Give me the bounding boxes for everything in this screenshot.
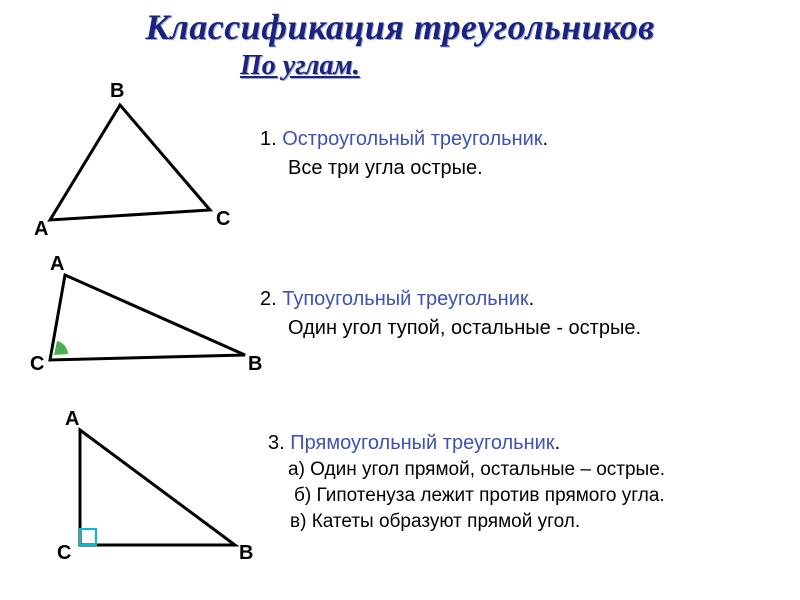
desc-block-3: 3. Прямоугольный треугольник. а) Один уг… bbox=[268, 432, 798, 533]
vertex-label-B-1: B bbox=[110, 80, 124, 103]
type-name-1: Остроугольный треугольник bbox=[282, 128, 542, 150]
subtitle-dot: . bbox=[353, 50, 360, 81]
desc-index-3: 3. bbox=[268, 432, 285, 454]
vertex-label-A-1: A bbox=[34, 218, 48, 241]
desc-block-2: 2. Тупоугольный треугольник. Один угол т… bbox=[260, 288, 780, 340]
desc-index-1: 1. bbox=[260, 128, 277, 150]
desc-index-2: 2. bbox=[260, 288, 277, 310]
desc-body-2: Один угол тупой, остальные - острые. bbox=[288, 317, 780, 340]
triangle-acute-shape bbox=[50, 105, 210, 220]
diagram-obtuse: A C B bbox=[10, 255, 270, 375]
diagram-acute: A B C bbox=[20, 80, 240, 240]
desc-block-1: 1. Остроугольный треугольник. Все три уг… bbox=[260, 128, 780, 180]
page: Классификация треугольников По углам. A … bbox=[0, 0, 800, 600]
type-dot-3: . bbox=[555, 432, 561, 454]
triangle-right-shape bbox=[80, 430, 235, 545]
page-title: Классификация треугольников bbox=[0, 6, 800, 48]
desc-head-2: 2. Тупоугольный треугольник. bbox=[260, 288, 780, 311]
vertex-label-C-1: C bbox=[216, 208, 230, 231]
vertex-label-B-2: B bbox=[248, 353, 262, 376]
type-dot-1: . bbox=[543, 128, 549, 150]
desc-head-3: 3. Прямоугольный треугольник. bbox=[268, 432, 798, 455]
desc-sub-3a: а) Один угол прямой, остальные – острые. bbox=[288, 459, 798, 481]
desc-sub-3c: в) Катеты образуют прямой угол. bbox=[290, 511, 798, 533]
page-subtitle: По углам. bbox=[240, 50, 360, 82]
desc-body-1: Все три угла острые. bbox=[288, 157, 780, 180]
vertex-label-A-2: A bbox=[50, 253, 64, 276]
type-name-3: Прямоугольный треугольник bbox=[290, 432, 554, 454]
triangle-obtuse-shape bbox=[50, 275, 245, 360]
angle-marker-obtuse bbox=[54, 341, 68, 355]
desc-sub-3b: б) Гипотенуза лежит против прямого угла. bbox=[294, 485, 798, 507]
vertex-label-C-3: C bbox=[57, 542, 71, 565]
right-angle-marker bbox=[80, 529, 96, 545]
diagram-right: A C B bbox=[35, 410, 255, 570]
vertex-label-C-2: C bbox=[30, 353, 44, 376]
desc-head-1: 1. Остроугольный треугольник. bbox=[260, 128, 780, 151]
vertex-label-B-3: B bbox=[239, 542, 253, 565]
vertex-label-A-3: A bbox=[65, 408, 79, 431]
type-name-2: Тупоугольный треугольник bbox=[282, 288, 528, 310]
subtitle-text: По углам bbox=[240, 50, 353, 81]
type-dot-2: . bbox=[529, 288, 535, 310]
